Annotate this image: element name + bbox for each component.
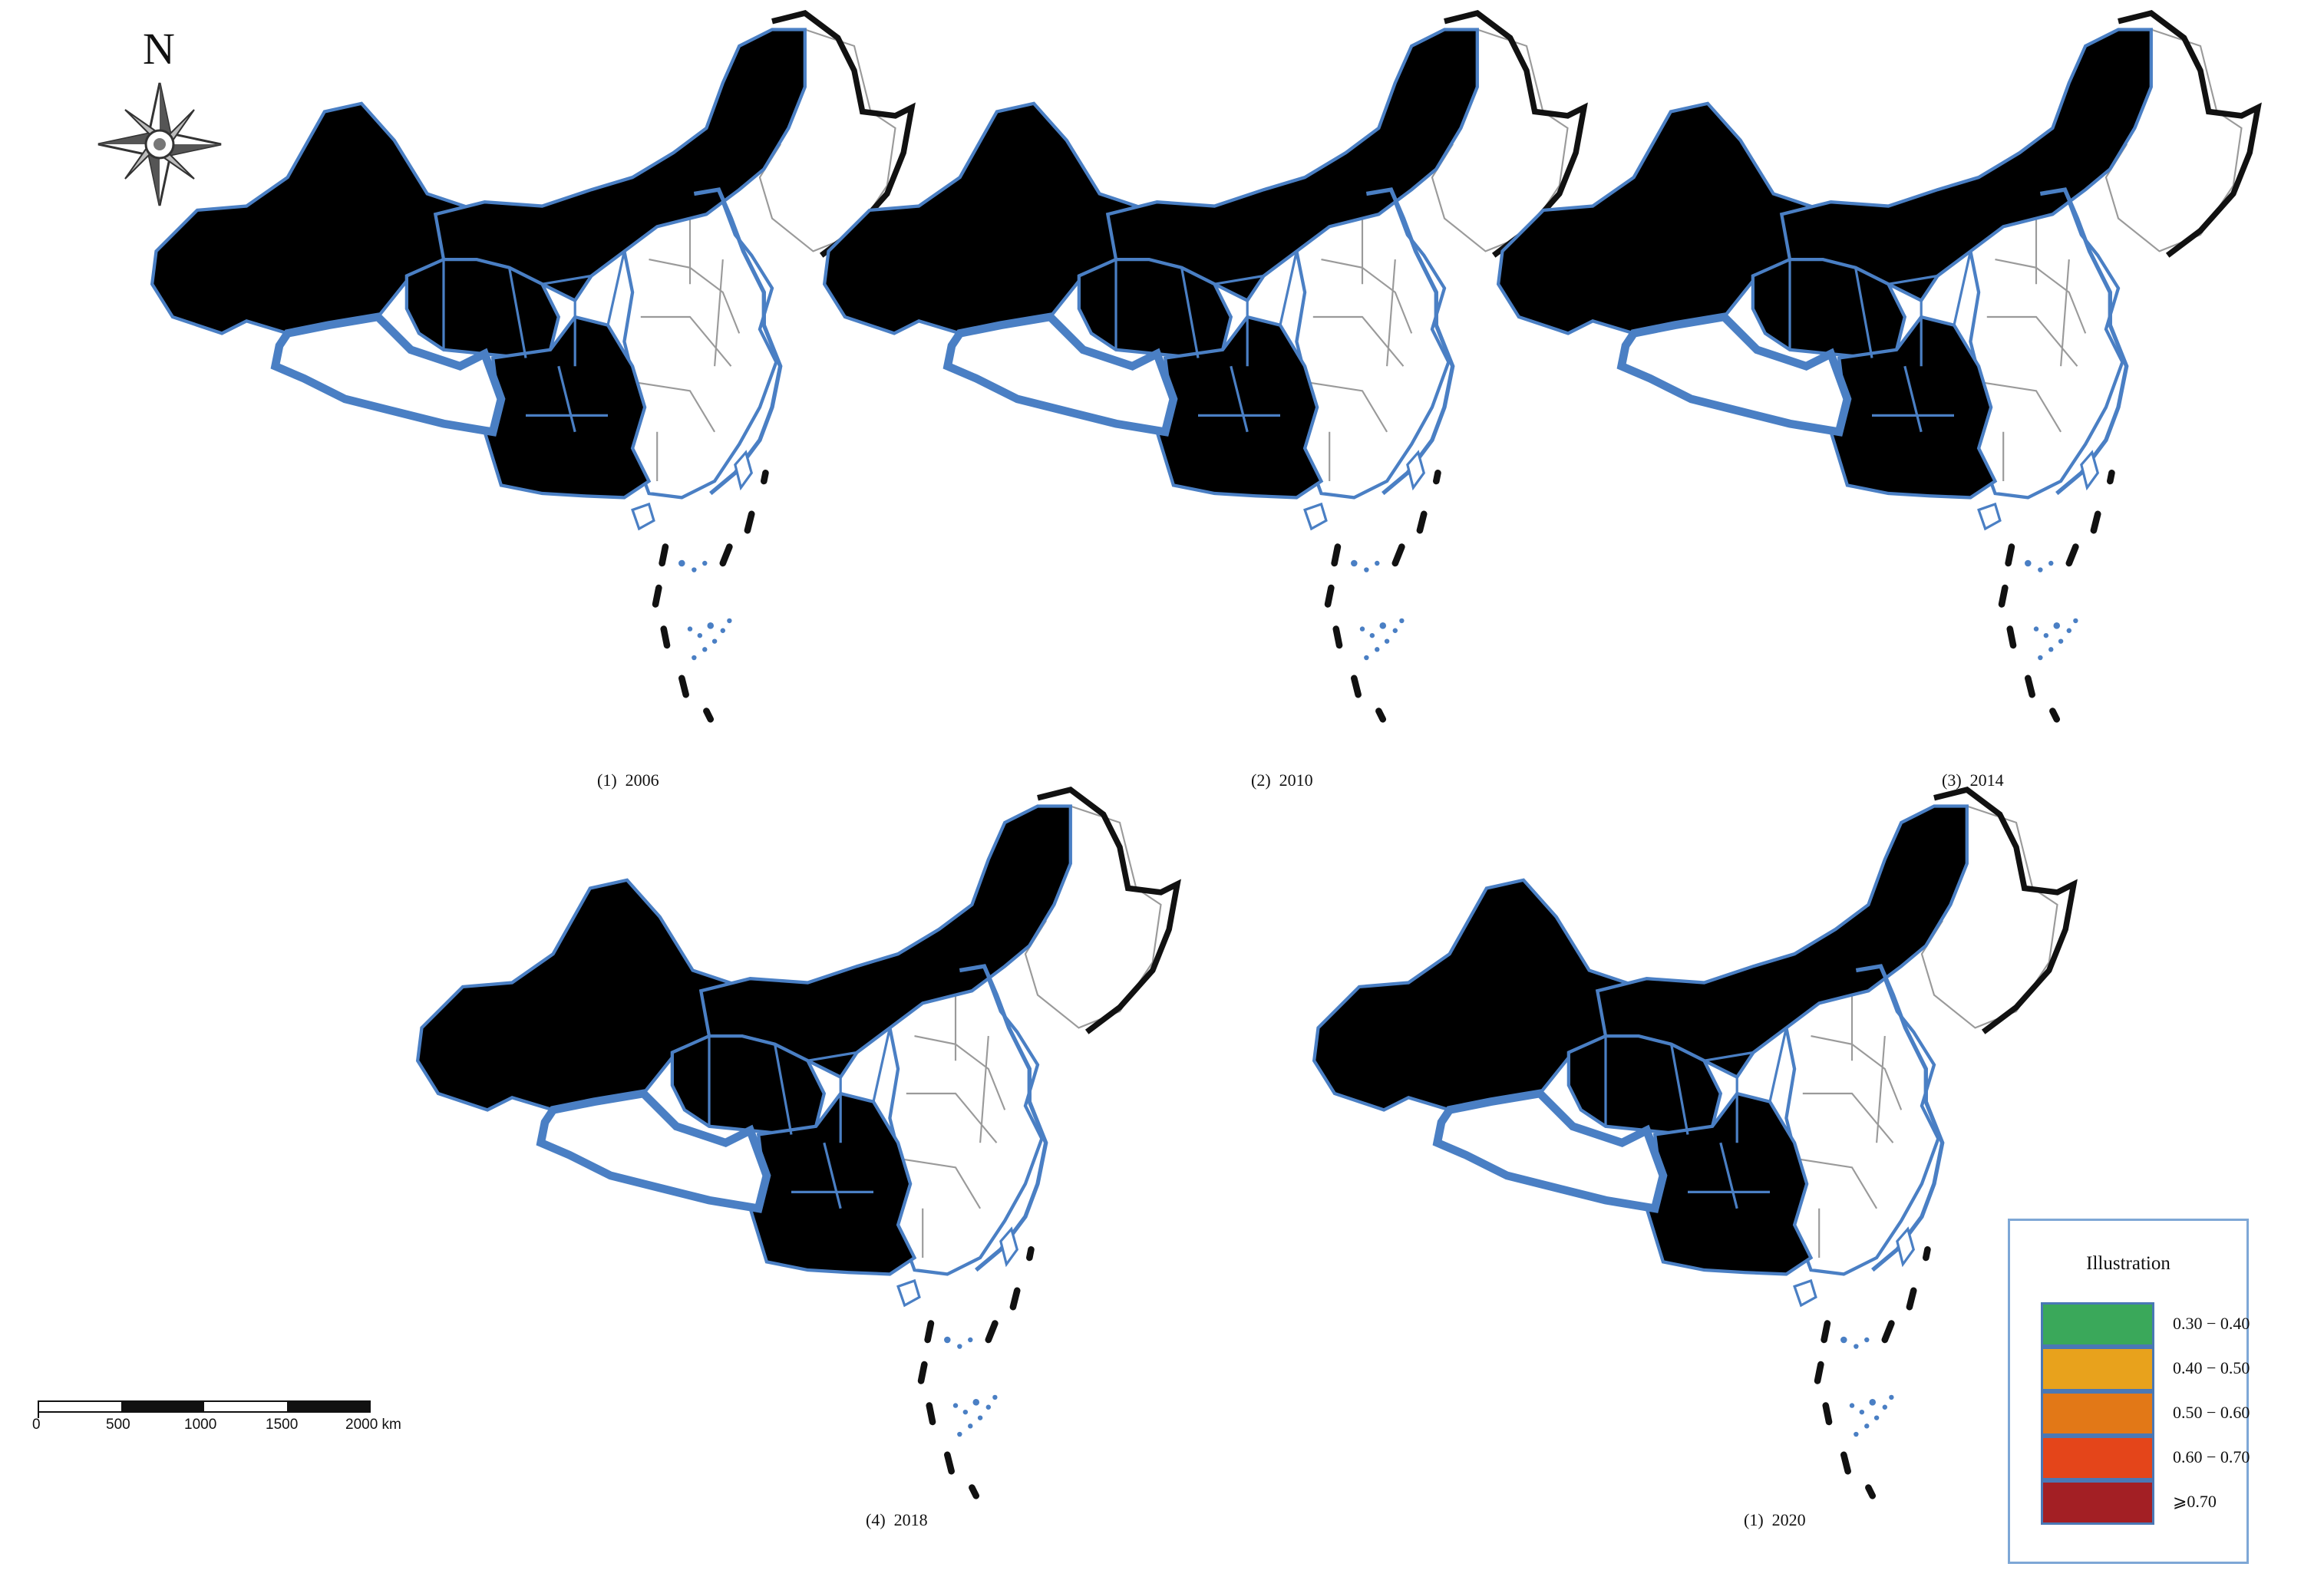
legend-item: 0.60 − 0.70 [2041,1436,2250,1482]
panel-label-2014: (3) 2014 [1942,770,2004,790]
legend-label: 0.60 − 0.70 [2173,1447,2250,1466]
scale-label-1500: 1500 [266,1417,299,1433]
north-arrow-letter: N [143,24,175,74]
legend-label: ⩾0.70 [2173,1492,2217,1511]
legend-swatch [2041,1302,2154,1347]
scale-label-2000: 2000 km [345,1417,401,1433]
legend-item: 0.50 − 0.60 [2041,1391,2250,1437]
panel-label-2010: (2) 2010 [1251,770,1313,790]
scale-label-0: 0 [32,1417,41,1433]
scale-label-1000: 1000 [184,1417,217,1433]
map-panel-2014 [1498,13,2258,719]
scale-bar [38,1400,371,1418]
legend-label: 0.30 − 0.40 [2173,1314,2250,1333]
legend-swatch [2041,1391,2154,1436]
legend-item: ⩾0.70 [2041,1480,2240,1526]
panel-label-2018: (4) 2018 [866,1510,928,1529]
map-panel-2006 [152,13,912,719]
legend-swatch [2041,1436,2154,1480]
panel-label-2020: (1) 2020 [1744,1510,1806,1529]
legend-title: Illustration [2086,1253,2170,1274]
map-panel-2010 [824,13,1584,719]
map-panel-2020 [1314,790,2074,1496]
legend-label: 0.40 − 0.50 [2173,1358,2250,1377]
legend-item: 0.30 − 0.40 [2041,1302,2250,1348]
legend-item: 0.40 − 0.50 [2041,1347,2250,1393]
legend-label: 0.50 − 0.60 [2173,1403,2250,1422]
scale-label-500: 500 [106,1417,130,1433]
map-legend: Illustration 0.30 − 0.40 0.40 − 0.50 0.5… [2008,1219,2250,1564]
map-panel-2018 [418,790,1177,1496]
legend-swatch [2041,1347,2154,1391]
compass-rose [97,82,222,206]
panel-label-2006: (1) 2006 [597,770,659,790]
legend-swatch [2041,1480,2154,1525]
